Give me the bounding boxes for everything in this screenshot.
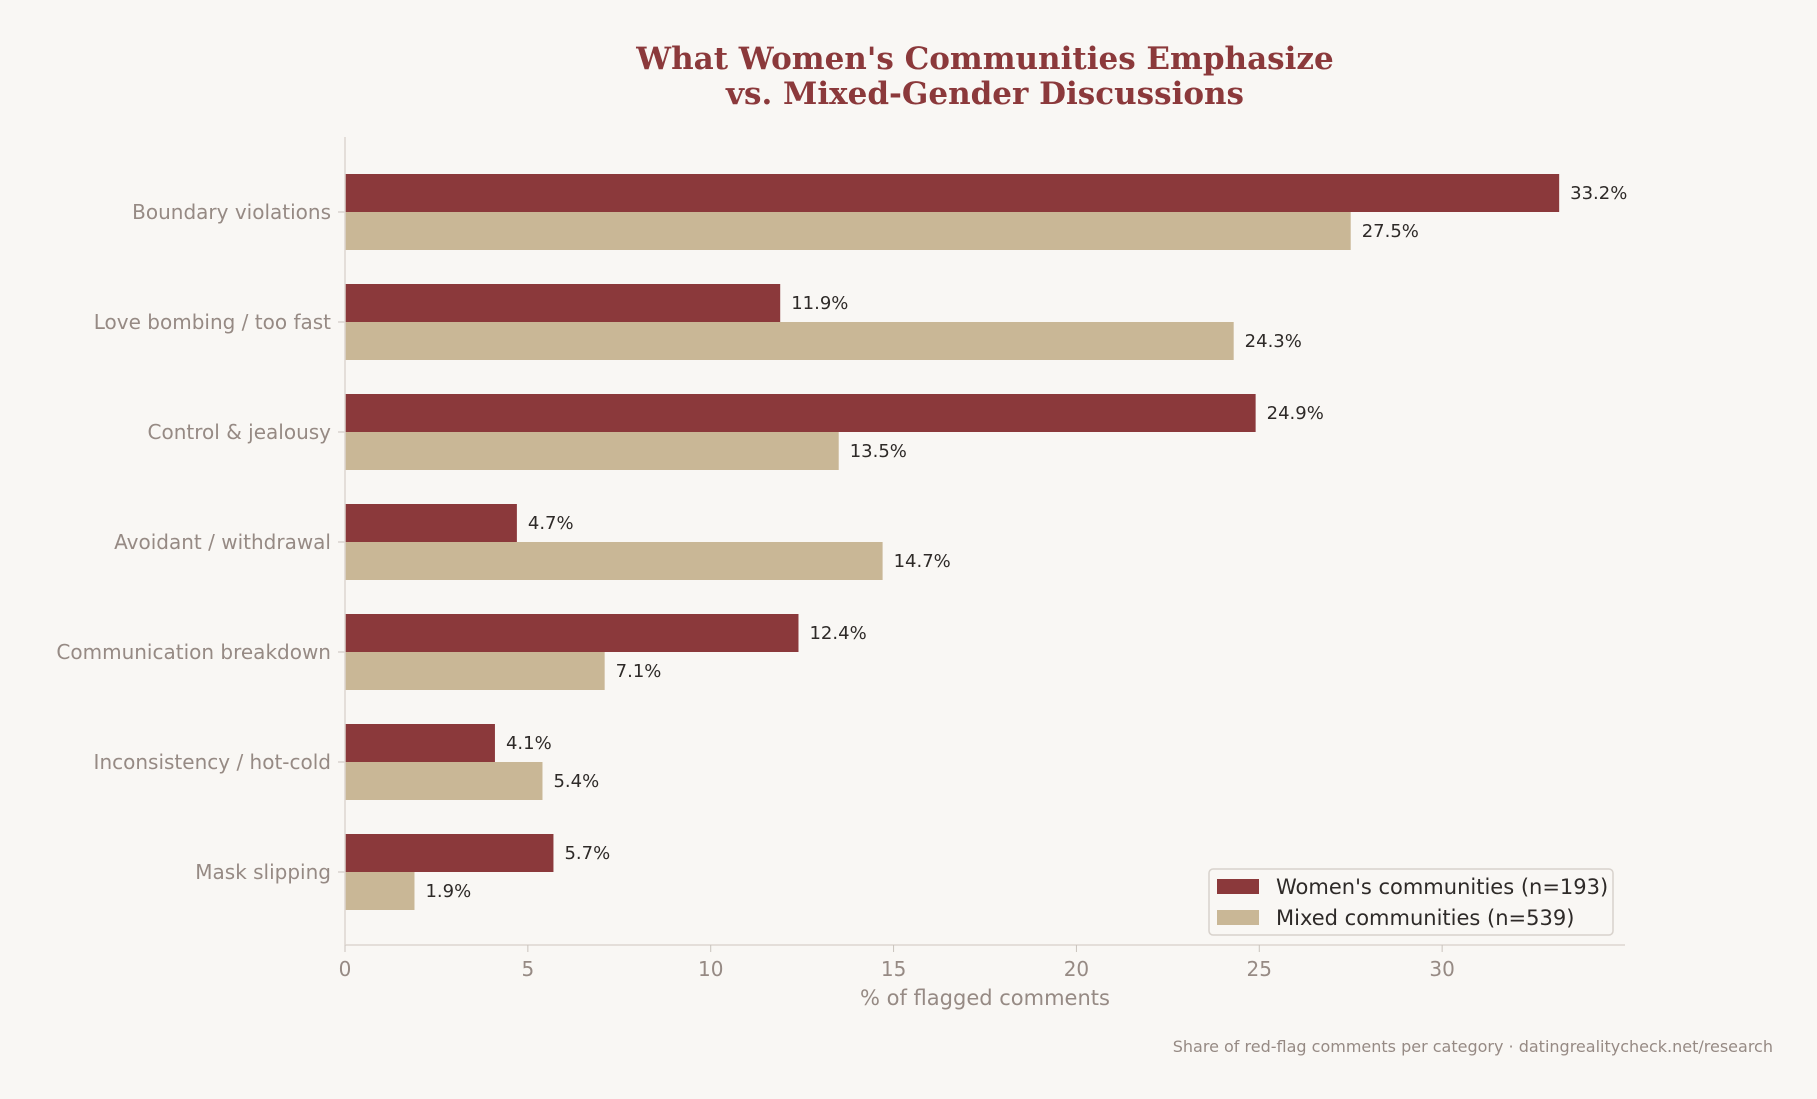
bar-women-avoidant-withdrawal	[345, 504, 517, 542]
legend-swatch-women	[1217, 879, 1259, 894]
bar-women-mask-slipping	[345, 834, 554, 872]
bar-mixed-mask-slipping	[345, 872, 415, 910]
bar-mixed-avoidant-withdrawal	[345, 542, 883, 580]
bar-women-inconsistency-hot-cold	[345, 724, 495, 762]
legend-label-mixed: Mixed communities (n=539)	[1276, 906, 1574, 930]
value-label-women-love-bombing-too-fast: 11.9%	[791, 293, 848, 314]
bars-group: 33.2% 27.5% 11.9% 24.3% 24.9% 13.5% 4.7% 14.7% 1…	[345, 174, 1627, 910]
value-label-mixed-mask-slipping: 1.9%	[425, 881, 471, 902]
x-tick-label-5: 5	[521, 957, 534, 981]
bar-women-love-bombing-too-fast	[345, 284, 781, 322]
chart-subtitle: vs. Mixed-Gender Discussions	[725, 76, 1244, 112]
x-tick-label-25: 25	[1247, 957, 1272, 981]
legend-swatch-mixed	[1217, 910, 1259, 925]
legend: Women's communities (n=193) Mixed communi…	[1208, 868, 1614, 936]
x-tick-label-30: 30	[1429, 957, 1454, 981]
value-label-women-mask-slipping: 5.7%	[564, 843, 610, 864]
category-label-inconsistency-hot-cold: Inconsistency / hot-cold	[94, 750, 331, 774]
value-label-mixed-control-jealousy: 13.5%	[850, 441, 907, 462]
value-label-mixed-love-bombing-too-fast: 24.3%	[1245, 331, 1302, 352]
value-label-women-avoidant-withdrawal: 4.7%	[528, 513, 574, 534]
x-tick-label-15: 15	[881, 957, 906, 981]
axes-group: Boundary violations Love bombing / too fa…	[56, 137, 1625, 981]
category-label-avoidant-withdrawal: Avoidant / withdrawal	[114, 530, 331, 554]
legend-box	[1208, 868, 1614, 936]
bar-women-control-jealousy	[345, 394, 1256, 432]
value-label-women-inconsistency-hot-cold: 4.1%	[506, 733, 552, 754]
value-label-mixed-inconsistency-hot-cold: 5.4%	[553, 771, 599, 792]
x-axis-title: % of flagged comments	[860, 986, 1110, 1010]
category-label-communication-breakdown: Communication breakdown	[56, 640, 331, 664]
x-tick-label-0: 0	[339, 957, 352, 981]
category-label-boundary-violations: Boundary violations	[132, 200, 331, 224]
value-label-mixed-communication-breakdown: 7.1%	[616, 661, 662, 682]
legend-label-women: Women's communities (n=193)	[1276, 875, 1608, 899]
bar-women-communication-breakdown	[345, 614, 799, 652]
value-label-women-communication-breakdown: 12.4%	[809, 623, 866, 644]
category-label-love-bombing-too-fast: Love bombing / too fast	[94, 310, 331, 334]
bar-women-boundary-violations	[345, 174, 1560, 212]
value-label-mixed-avoidant-withdrawal: 14.7%	[894, 551, 951, 572]
x-tick-label-10: 10	[698, 957, 723, 981]
bar-mixed-inconsistency-hot-cold	[345, 762, 543, 800]
value-label-women-control-jealousy: 24.9%	[1267, 403, 1324, 424]
category-label-control-jealousy: Control & jealousy	[148, 420, 332, 444]
bar-mixed-love-bombing-too-fast	[345, 322, 1234, 360]
x-tick-label-20: 20	[1064, 957, 1089, 981]
chart-title: What Women's Communities Emphasize	[635, 41, 1333, 77]
value-label-mixed-boundary-violations: 27.5%	[1362, 221, 1419, 242]
bar-mixed-communication-breakdown	[345, 652, 605, 690]
value-label-women-boundary-violations: 33.2%	[1570, 183, 1627, 204]
bar-mixed-boundary-violations	[345, 212, 1351, 250]
bar-mixed-control-jealousy	[345, 432, 839, 470]
category-label-mask-slipping: Mask slipping	[195, 860, 331, 884]
chart-caption: Share of red-flag comments per category …	[1173, 1037, 1773, 1056]
